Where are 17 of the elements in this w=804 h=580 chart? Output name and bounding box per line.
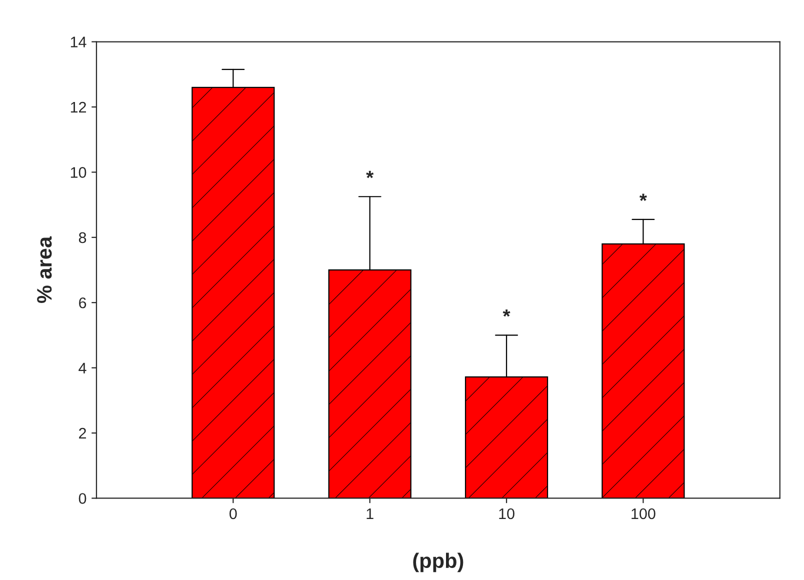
y-tick-label: 10	[70, 167, 86, 178]
x-axis-title: (ppb)	[413, 552, 464, 572]
y-axis-title: % area	[37, 236, 52, 304]
y-tick-label: 2	[79, 428, 86, 439]
y-tick-label: 6	[79, 297, 86, 308]
annotation: *	[502, 309, 510, 317]
y-tick-label: 4	[78, 362, 86, 374]
y-tick-label: 14	[70, 36, 86, 48]
x-tick-label: 100	[632, 508, 656, 520]
y-tick-label: 0	[78, 493, 86, 504]
y-tick-label: 12	[70, 102, 86, 113]
x-tick-label: 0	[230, 508, 237, 520]
annotation: *	[366, 170, 374, 178]
x-tick-label: 1	[366, 508, 374, 520]
y-tick-label: 8	[78, 232, 86, 244]
annotation: *	[639, 194, 647, 201]
x-tick-label: 10	[499, 508, 514, 520]
